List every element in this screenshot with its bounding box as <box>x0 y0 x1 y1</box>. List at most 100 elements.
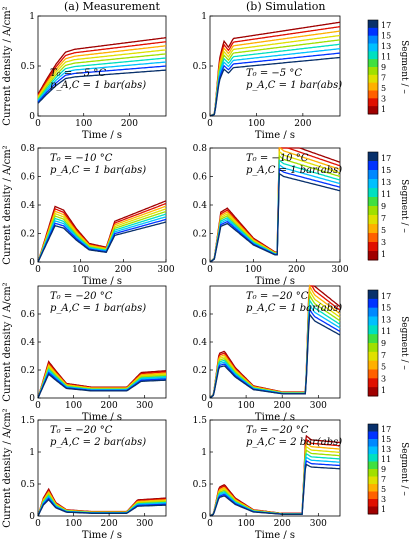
series-line-segment-13 <box>37 216 167 263</box>
y-axis-label: Current density / A/cm² <box>2 282 13 401</box>
colorbar-swatch <box>368 378 378 388</box>
series-line-segment-11 <box>209 298 341 399</box>
series-line-segment-15 <box>37 65 167 103</box>
x-tick-label: 200 <box>294 119 311 129</box>
colorbar-tick-label: 1 <box>381 105 386 114</box>
annotation-pressure: p_A,C = 1 bar(abs) <box>50 303 146 314</box>
colorbar-tick-label: 7 <box>381 73 386 82</box>
y-tick-label: 0 <box>29 512 35 522</box>
series-line-segment-5 <box>37 45 167 97</box>
series-line-segment-3 <box>209 26 341 117</box>
colorbar-tick-label: 17 <box>381 425 391 434</box>
annotation-temperature: T₀ = −20 °C <box>246 425 309 436</box>
series-line-segment-17 <box>37 221 167 263</box>
colorbar-swatch <box>368 197 378 207</box>
colorbar-swatch <box>368 316 378 326</box>
colorbar-swatch <box>368 446 378 455</box>
x-axis-label: Time / s <box>82 412 122 423</box>
panel-b-4: 0 100 200 300 0 0.5 1 1.5 Time / s T₀ = −20 °Cp_A… <box>193 416 343 541</box>
colorbar-swatch <box>368 491 378 500</box>
colorbar-swatch <box>368 251 378 261</box>
series-line-segment-3 <box>37 202 167 263</box>
x-tick-label: 0 <box>207 265 213 275</box>
y-tick-label: 0.8 <box>193 144 208 154</box>
colorbar-swatch <box>368 82 378 91</box>
x-tick-label: 100 <box>248 119 265 129</box>
colorbar-swatch <box>368 387 378 397</box>
panel-a-4: 0 100 200 300 0 0.5 1 1.5 Time / s T₀ = −20 °Cp_A… <box>2 408 167 541</box>
annotation-temperature: T₀ = −5 °C <box>246 68 302 79</box>
colorbar-tick-label: 15 <box>381 166 391 175</box>
x-tick-label: 100 <box>75 119 92 129</box>
colorbar-tick-label: 3 <box>381 495 386 504</box>
x-tick-label: 100 <box>65 519 82 529</box>
colorbar-tick-label: 1 <box>381 250 386 259</box>
colorbar-tick-label: 5 <box>381 485 386 494</box>
series-line-segment-15 <box>209 460 341 517</box>
y-tick-label: 1 <box>201 12 207 22</box>
annotation-temperature: T₀ = −5 °C <box>50 68 106 79</box>
y-tick-label: 0 <box>29 258 35 268</box>
colorbar-tick-label: 5 <box>381 84 386 93</box>
series-line-segment-17 <box>37 69 167 104</box>
colorbar-tick-label: 11 <box>381 327 391 336</box>
colorbar-2: 17 15 13 11 9 7 5 3 1 Segment / – <box>367 151 409 261</box>
series-line-segment-7 <box>209 34 341 117</box>
x-axis-label: Time / s <box>255 276 295 287</box>
colorbar-tick-label: 7 <box>381 214 386 223</box>
series-line-segment-1 <box>37 37 167 95</box>
x-tick-label: 200 <box>274 519 291 529</box>
column-title-simulation: (b) Simulation <box>246 0 326 13</box>
series-line-segment-9 <box>37 210 167 263</box>
series-line-segment-15 <box>209 52 341 117</box>
y-tick-label: 0 <box>201 258 207 268</box>
panel-a-2: 0 100 200 300 0 0.2 0.4 0.6 0.8 Time / s T₀ = −10 … <box>2 144 175 287</box>
colorbar-swatch <box>368 59 378 68</box>
x-tick-label: 300 <box>136 401 153 411</box>
y-tick-label: 0.2 <box>21 366 35 376</box>
series-line-segment-17 <box>37 373 167 399</box>
y-tick-label: 0.5 <box>21 480 36 490</box>
series-line-segment-17 <box>209 312 341 399</box>
annotation-temperature: T₀ = −10 °C <box>50 153 113 164</box>
panel-a-1: 0 100 200 0 0.5 1 Time / s T₀ = −5 °Cp_A,C = 1 … <box>2 6 167 141</box>
colorbar-tick-label: 15 <box>381 304 391 313</box>
series-line-segment-1 <box>209 21 341 117</box>
colorbar-swatch <box>368 51 378 60</box>
y-tick-label: 0 <box>201 512 207 522</box>
colorbar-swatch <box>368 74 378 84</box>
annotation-pressure: p_A,C = 1 bar(abs) <box>246 303 342 314</box>
x-tick-label: 0 <box>207 519 213 529</box>
series-line-segment-9 <box>209 449 340 517</box>
colorbar-swatch <box>368 424 378 432</box>
annotation-pressure: p_A,C = 2 bar(abs) <box>246 437 342 448</box>
colorbar-tick-label: 15 <box>381 435 391 444</box>
colorbar-swatch <box>368 360 378 370</box>
annotation-pressure: p_A,C = 1 bar(abs) <box>246 80 342 91</box>
colorbar-frame <box>367 19 379 115</box>
colorbar-swatch <box>368 106 378 115</box>
colorbar-swatch <box>368 439 378 447</box>
colorbar-frame <box>367 423 379 515</box>
y-axis-label: Current density / A/cm² <box>2 6 13 125</box>
colorbar-tick-label: 17 <box>381 292 391 301</box>
colorbar-swatch <box>368 224 378 234</box>
x-tick-label: 0 <box>35 265 41 275</box>
colorbar-swatch <box>368 170 378 180</box>
y-tick-label: 1 <box>29 12 35 22</box>
y-tick-label: 1 <box>29 448 35 458</box>
colorbar-tick-label: 17 <box>381 21 391 30</box>
series-line-segment-9 <box>209 39 341 117</box>
colorbar-swatch <box>368 179 378 189</box>
x-tick-label: 100 <box>65 401 82 411</box>
colorbar-swatch <box>368 188 378 198</box>
colorbar-swatch <box>368 343 378 353</box>
colorbar-tick-label: 9 <box>381 465 386 474</box>
colorbar-swatch <box>368 461 378 470</box>
colorbar-swatch <box>368 484 378 492</box>
axes-frame <box>37 419 167 517</box>
series-line-segment-7 <box>37 208 167 263</box>
colorbar-swatch <box>368 43 378 52</box>
colorbar-swatch <box>368 325 378 335</box>
